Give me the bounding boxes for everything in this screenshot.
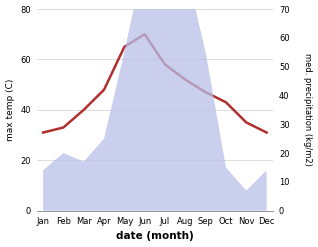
X-axis label: date (month): date (month) <box>116 231 194 242</box>
Y-axis label: med. precipitation (kg/m2): med. precipitation (kg/m2) <box>303 53 313 166</box>
Y-axis label: max temp (C): max temp (C) <box>5 79 15 141</box>
